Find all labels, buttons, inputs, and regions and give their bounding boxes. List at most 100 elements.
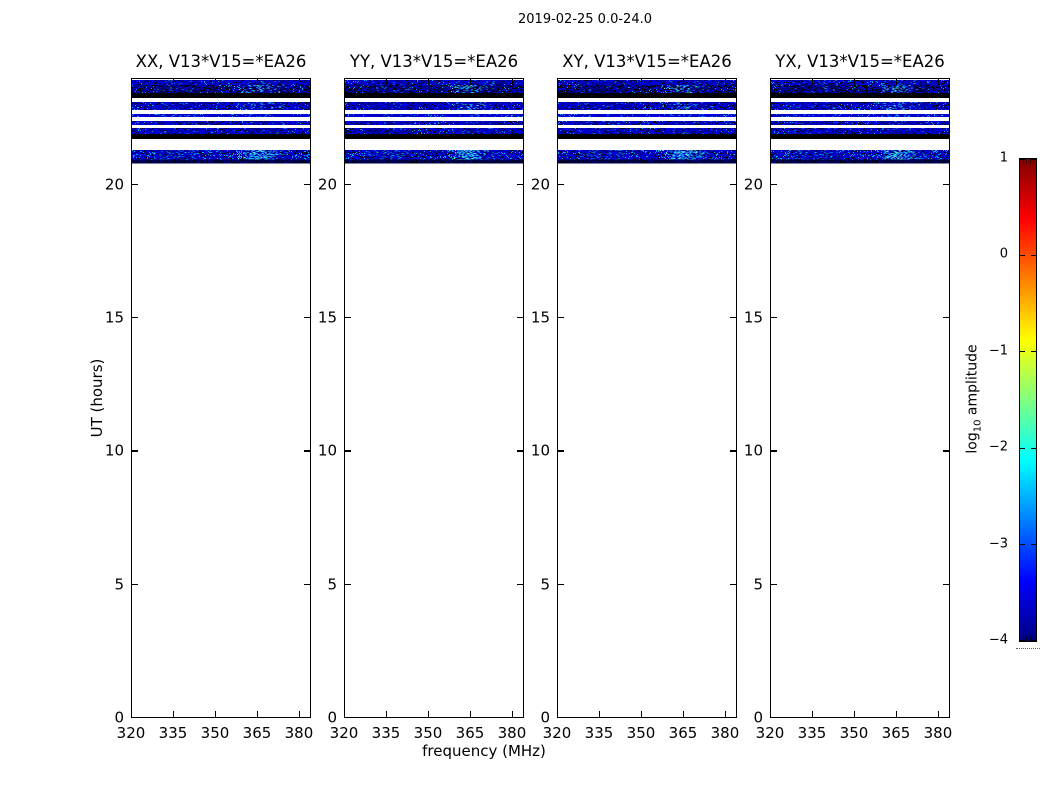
- y-axis-tick: [943, 584, 949, 585]
- x-axis-tick: [599, 711, 600, 717]
- y-tick-label: 10: [105, 444, 124, 459]
- y-axis-tick: [558, 317, 564, 318]
- colorbar-tick: [1020, 255, 1025, 256]
- y-tick-label: 15: [105, 311, 124, 326]
- y-axis-tick: [304, 184, 310, 185]
- spectrogram-image: [558, 79, 736, 717]
- figure: 2019-02-25 0.0-24.0 UT (hours) frequency…: [0, 0, 1050, 800]
- colorbar-end-hatch: [1030, 159, 1031, 164]
- x-axis-tick: [854, 79, 855, 85]
- y-axis-tick: [771, 184, 777, 185]
- x-axis-tick: [938, 711, 939, 717]
- colorbar-end-hatch: [1023, 636, 1024, 641]
- colorbar-end-hatch: [1030, 636, 1031, 641]
- y-axis-tick: [132, 450, 138, 451]
- spectrogram-image: [132, 79, 310, 717]
- y-tick-label: 20: [105, 177, 124, 192]
- colorbar-tick: [1031, 448, 1036, 449]
- x-axis-tick: [812, 711, 813, 717]
- y-axis-tick: [132, 717, 138, 718]
- y-tick-label: 10: [744, 444, 763, 459]
- colorbar-tick-label: 0: [1000, 248, 1008, 261]
- y-axis-tick: [345, 717, 351, 718]
- x-tick-label: 350: [201, 726, 230, 741]
- panel-title: XY, V13*V15=*EA26: [562, 52, 731, 71]
- y-axis-tick: [943, 717, 949, 718]
- colorbar-axis-label: log10 amplitude: [965, 344, 984, 453]
- x-axis-tick: [131, 79, 132, 85]
- x-axis-tick: [812, 79, 813, 85]
- x-tick-label: 335: [798, 726, 827, 741]
- x-axis-tick: [470, 79, 471, 85]
- x-tick-label: 365: [243, 726, 272, 741]
- x-axis-tick: [641, 79, 642, 85]
- panel-title: XX, V13*V15=*EA26: [136, 52, 307, 71]
- y-tick-label: 10: [318, 444, 337, 459]
- x-axis-tick: [770, 711, 771, 717]
- y-axis-tick: [771, 584, 777, 585]
- y-axis-tick: [517, 317, 523, 318]
- colorbar-tick: [1020, 448, 1025, 449]
- y-axis-tick: [517, 450, 523, 451]
- x-tick-label: 335: [159, 726, 188, 741]
- y-axis-tick: [304, 450, 310, 451]
- x-axis-tick: [131, 711, 132, 717]
- y-axis-tick: [345, 450, 351, 451]
- x-axis-tick: [386, 79, 387, 85]
- y-axis-tick: [558, 584, 564, 585]
- x-axis-tick: [215, 79, 216, 85]
- x-tick-label: 380: [924, 726, 953, 741]
- y-axis-tick: [304, 717, 310, 718]
- panel-title: YX, V13*V15=*EA26: [775, 52, 944, 71]
- y-axis-tick: [730, 450, 736, 451]
- x-axis-tick: [557, 79, 558, 85]
- y-axis-tick: [943, 184, 949, 185]
- spectrogram-image: [771, 79, 949, 717]
- x-axis-tick: [428, 711, 429, 717]
- colorbar-tick-label: −4: [989, 634, 1008, 647]
- y-tick-label: 10: [531, 444, 550, 459]
- x-axis-tick: [896, 79, 897, 85]
- y-tick-label: 20: [318, 177, 337, 192]
- x-axis-tick: [683, 711, 684, 717]
- y-axis-tick: [345, 184, 351, 185]
- colorbar-end-hatch: [1023, 159, 1024, 164]
- y-axis-tick: [132, 317, 138, 318]
- x-axis-tick: [641, 711, 642, 717]
- colorbar-tick-label: −3: [989, 537, 1008, 550]
- x-tick-label: 365: [882, 726, 911, 741]
- x-axis-tick: [854, 711, 855, 717]
- plot-area: [344, 78, 524, 718]
- colorbar-tick: [1031, 255, 1036, 256]
- x-axis-tick: [215, 711, 216, 717]
- y-axis-tick: [943, 450, 949, 451]
- x-axis-tick: [725, 711, 726, 717]
- y-axis-tick: [517, 717, 523, 718]
- plot-area: [131, 78, 311, 718]
- colorbar-end-hatch: [1033, 159, 1034, 164]
- panel-yx: YX, V13*V15=*EA26 0 5 10 15 20 320 335 350 365 38…: [770, 78, 950, 718]
- figure-title: 2019-02-25 0.0-24.0: [518, 12, 652, 27]
- x-tick-label: 365: [669, 726, 698, 741]
- spectrogram-image: [345, 79, 523, 717]
- y-axis-tick: [730, 717, 736, 718]
- plot-area: [557, 78, 737, 718]
- x-axis-tick: [386, 711, 387, 717]
- x-axis-label: frequency (MHz): [422, 742, 546, 760]
- colorbar-end-hatch: [1033, 636, 1034, 641]
- x-axis-tick: [512, 711, 513, 717]
- x-tick-label: 350: [627, 726, 656, 741]
- colorbar: log10 amplitude 1 0 −1 −2 −3 −4: [960, 158, 1036, 640]
- y-axis-tick: [943, 317, 949, 318]
- x-axis-tick: [173, 711, 174, 717]
- x-tick-label: 365: [456, 726, 485, 741]
- x-axis-tick: [557, 711, 558, 717]
- x-tick-label: 320: [756, 726, 785, 741]
- y-axis-tick: [730, 584, 736, 585]
- x-axis-tick: [770, 79, 771, 85]
- x-tick-label: 350: [414, 726, 443, 741]
- colorbar-tick-label: −1: [989, 344, 1008, 357]
- plot-area: [770, 78, 950, 718]
- panel-xy: XY, V13*V15=*EA26 0 5 10 15 20 320 335 350 365 38…: [557, 78, 737, 718]
- x-axis-tick: [257, 711, 258, 717]
